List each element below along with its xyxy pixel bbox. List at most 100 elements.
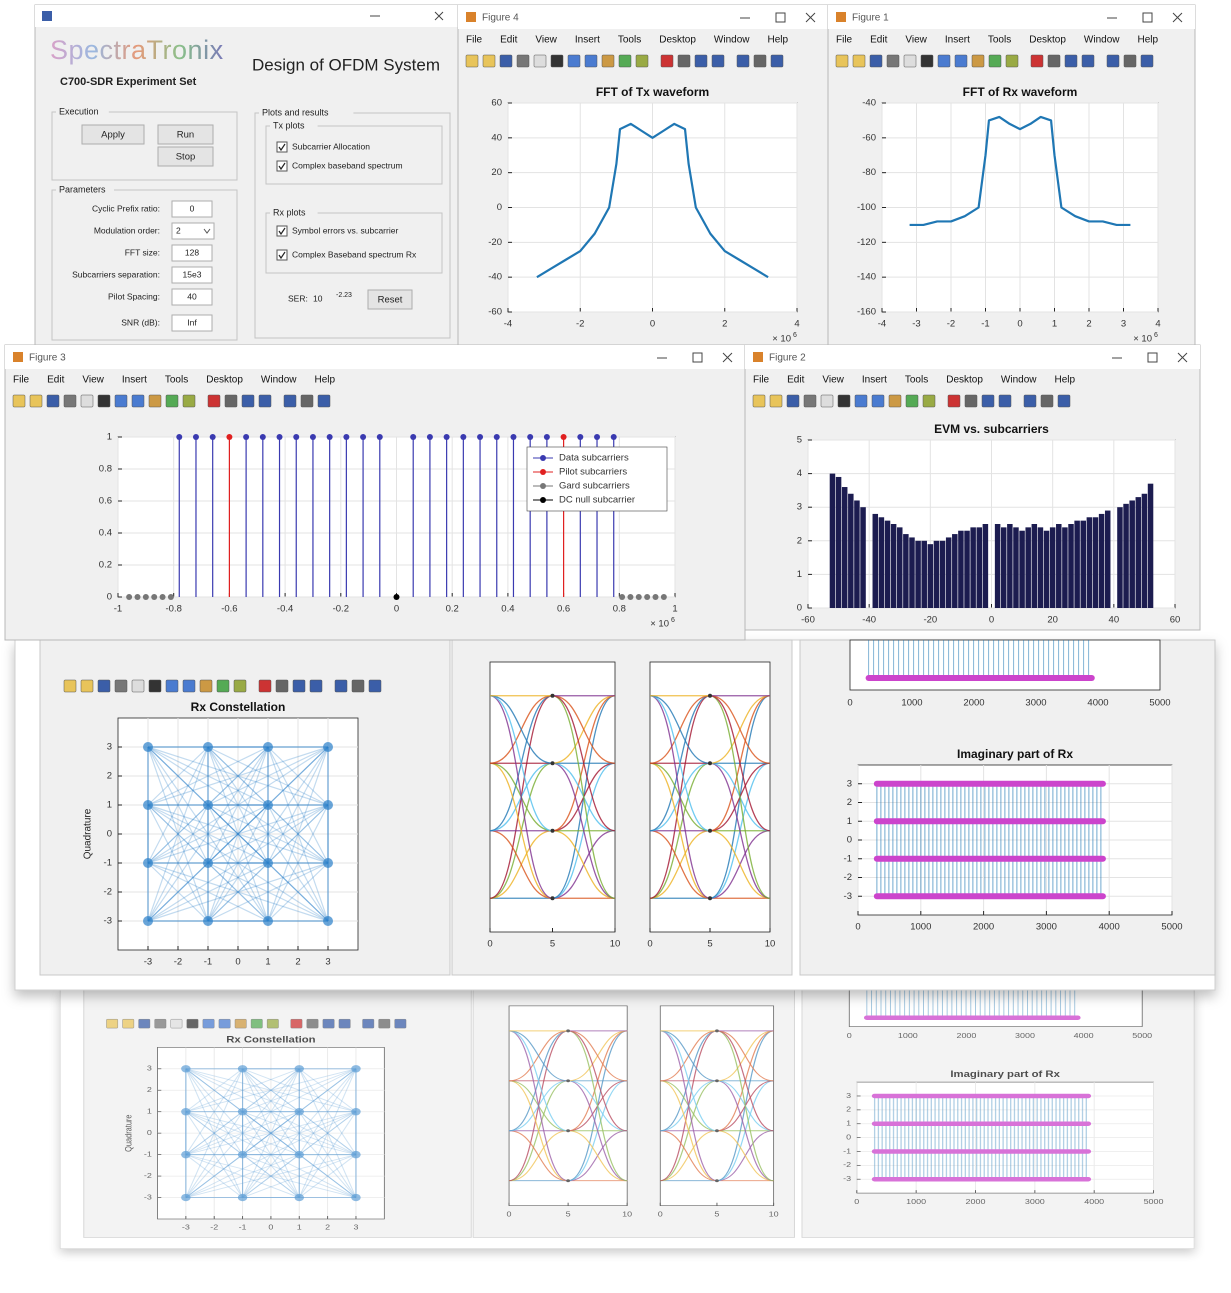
toolbar-button[interactable] — [335, 680, 347, 692]
menu-item[interactable]: Edit — [787, 375, 804, 386]
button-label[interactable]: Stop — [176, 152, 196, 163]
toolbar-button[interactable] — [284, 395, 296, 407]
toolbar-button[interactable] — [678, 55, 690, 67]
menu-item[interactable]: Help — [768, 35, 789, 46]
toolbar-button[interactable] — [369, 680, 381, 692]
toolbar-button[interactable] — [1031, 55, 1043, 67]
toolbar-button[interactable] — [64, 680, 76, 692]
toolbar-button[interactable] — [115, 395, 127, 407]
menu-item[interactable]: Edit — [870, 35, 887, 46]
menu-item[interactable]: Edit — [500, 35, 517, 46]
toolbar-button[interactable] — [132, 395, 144, 407]
toolbar-button[interactable] — [955, 55, 967, 67]
menu-item[interactable]: Insert — [945, 35, 970, 46]
toolbar-button[interactable] — [166, 680, 178, 692]
checkbox[interactable] — [277, 226, 287, 236]
toolbar-button[interactable] — [1141, 55, 1153, 67]
menu-item[interactable]: Desktop — [1029, 35, 1066, 46]
button-label[interactable]: Run — [177, 130, 194, 141]
toolbar-button[interactable] — [183, 395, 195, 407]
toolbar-button[interactable] — [695, 55, 707, 67]
toolbar-button[interactable] — [1058, 395, 1070, 407]
toolbar-button[interactable] — [106, 1019, 117, 1028]
toolbar-button[interactable] — [339, 1019, 350, 1028]
toolbar-button[interactable] — [999, 395, 1011, 407]
menu-item[interactable]: Desktop — [659, 35, 696, 46]
menu-item[interactable]: Help — [1055, 375, 1076, 386]
toolbar-button[interactable] — [989, 55, 1001, 67]
toolbar-button[interactable] — [500, 55, 512, 67]
toolbar-button[interactable] — [310, 680, 322, 692]
toolbar-button[interactable] — [753, 395, 765, 407]
toolbar-button[interactable] — [363, 1019, 374, 1028]
toolbar-button[interactable] — [64, 395, 76, 407]
menu-item[interactable]: File — [13, 375, 30, 386]
toolbar-button[interactable] — [13, 395, 25, 407]
toolbar-button[interactable] — [267, 1019, 278, 1028]
menu-item[interactable]: File — [836, 35, 853, 46]
toolbar-button[interactable] — [754, 55, 766, 67]
menu-item[interactable]: View — [905, 35, 927, 46]
toolbar-button[interactable] — [1065, 55, 1077, 67]
toolbar-button[interactable] — [904, 55, 916, 67]
toolbar-button[interactable] — [132, 680, 144, 692]
toolbar-button[interactable] — [1041, 395, 1053, 407]
menu-item[interactable]: View — [822, 375, 844, 386]
toolbar-button[interactable] — [965, 395, 977, 407]
toolbar-button[interactable] — [166, 395, 178, 407]
toolbar-button[interactable] — [889, 395, 901, 407]
toolbar-button[interactable] — [771, 55, 783, 67]
menu-item[interactable]: View — [535, 35, 557, 46]
menu-item[interactable]: Window — [261, 375, 297, 386]
toolbar-button[interactable] — [855, 395, 867, 407]
menu-item[interactable]: Insert — [122, 375, 147, 386]
toolbar-button[interactable] — [534, 55, 546, 67]
toolbar-button[interactable] — [1124, 55, 1136, 67]
toolbar-button[interactable] — [870, 55, 882, 67]
param-value[interactable]: 0 — [190, 203, 195, 213]
toolbar-button[interactable] — [208, 395, 220, 407]
checkbox-label[interactable]: Subcarrier Allocation — [292, 141, 370, 151]
toolbar-button[interactable] — [139, 1019, 150, 1028]
toolbar-button[interactable] — [219, 1019, 230, 1028]
toolbar-button[interactable] — [636, 55, 648, 67]
toolbar-button[interactable] — [1048, 55, 1060, 67]
toolbar-button[interactable] — [301, 395, 313, 407]
menu-item[interactable]: Desktop — [946, 375, 983, 386]
menu-item[interactable]: Help — [1138, 35, 1159, 46]
toolbar-button[interactable] — [1024, 395, 1036, 407]
toolbar-button[interactable] — [395, 1019, 406, 1028]
param-value[interactable]: 2 — [176, 225, 181, 235]
toolbar-button[interactable] — [551, 55, 563, 67]
toolbar-button[interactable] — [1107, 55, 1119, 67]
menu-item[interactable]: Insert — [862, 375, 887, 386]
menu-item[interactable]: Tools — [165, 375, 188, 386]
toolbar-button[interactable] — [1006, 55, 1018, 67]
checkbox-label[interactable]: Complex Baseband spectrum Rx — [292, 249, 417, 259]
toolbar-button[interactable] — [307, 1019, 318, 1028]
toolbar-button[interactable] — [293, 680, 305, 692]
toolbar-button[interactable] — [923, 395, 935, 407]
toolbar-button[interactable] — [234, 680, 246, 692]
menu-item[interactable]: Insert — [575, 35, 600, 46]
menu-item[interactable]: Edit — [47, 375, 64, 386]
checkbox[interactable] — [277, 142, 287, 152]
toolbar-button[interactable] — [123, 1019, 134, 1028]
toolbar-button[interactable] — [323, 1019, 334, 1028]
menu-item[interactable]: Window — [1084, 35, 1120, 46]
toolbar-button[interactable] — [259, 680, 271, 692]
toolbar-button[interactable] — [171, 1019, 182, 1028]
toolbar-button[interactable] — [259, 395, 271, 407]
checkbox-label[interactable]: Complex baseband spectrum — [292, 160, 403, 170]
toolbar-button[interactable] — [183, 680, 195, 692]
toolbar-button[interactable] — [1082, 55, 1094, 67]
toolbar-button[interactable] — [318, 395, 330, 407]
toolbar-button[interactable] — [98, 395, 110, 407]
toolbar-button[interactable] — [517, 55, 529, 67]
toolbar-button[interactable] — [217, 680, 229, 692]
toolbar-button[interactable] — [585, 55, 597, 67]
button-label[interactable]: Apply — [101, 130, 125, 141]
param-value[interactable]: 128 — [185, 247, 199, 257]
menu-item[interactable]: Window — [1001, 375, 1037, 386]
toolbar-button[interactable] — [98, 680, 110, 692]
